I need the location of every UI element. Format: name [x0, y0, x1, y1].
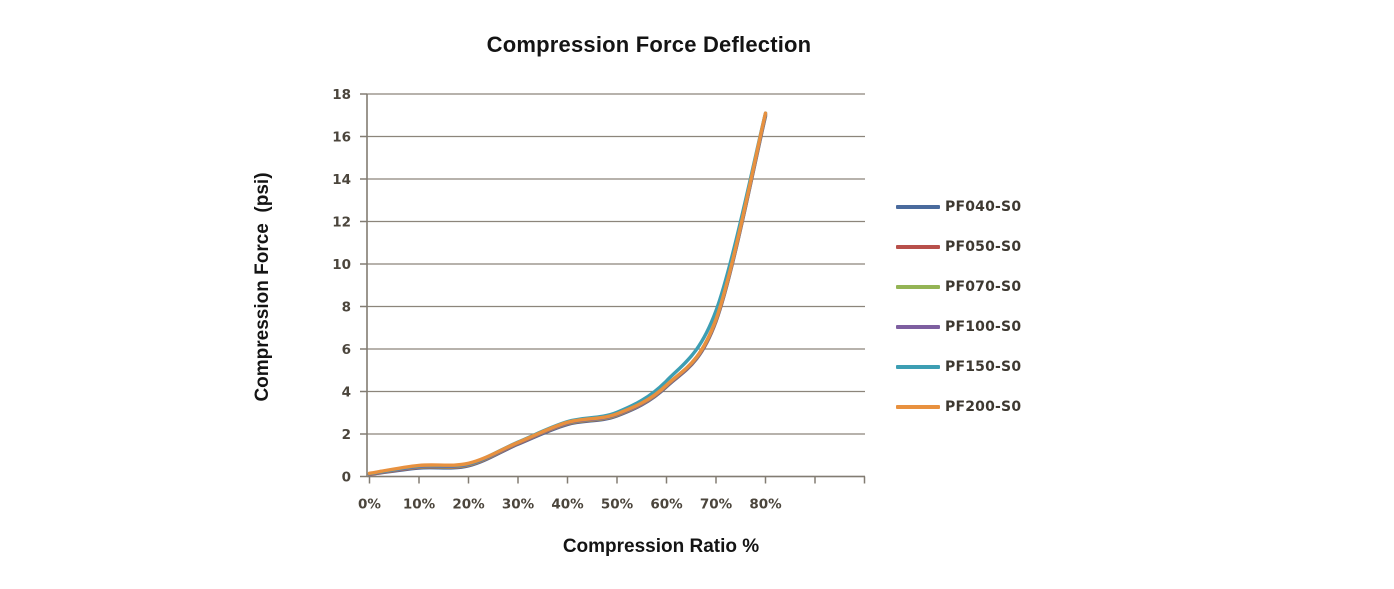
legend-item: PF100-S0 — [896, 307, 1021, 347]
y-tick-label: 14 — [332, 172, 351, 188]
legend-item: PF040-S0 — [896, 187, 1021, 227]
legend-label: PF200-S0 — [945, 399, 1022, 415]
legend-line-swatch — [896, 405, 940, 409]
x-axis-title: Compression Ratio % — [562, 536, 760, 557]
series-line — [367, 111, 768, 476]
legend-line-swatch — [896, 205, 940, 209]
legend-label: PF050-S0 — [945, 239, 1022, 255]
legend-label: PF150-S0 — [945, 359, 1022, 375]
legend: PF040-S0 PF050-S0 PF070-S0 PF100-S0 PF150-S0… — [896, 187, 1021, 427]
y-tick-label: 12 — [332, 215, 351, 231]
y-tick-label: 10 — [332, 257, 351, 273]
legend-label: PF070-S0 — [945, 279, 1022, 295]
legend-item: PF150-S0 — [896, 347, 1021, 387]
x-tick-label: 20% — [452, 497, 485, 513]
x-tick-label: 40% — [551, 497, 584, 513]
y-tick-label: 8 — [342, 300, 351, 316]
legend-item: PF050-S0 — [896, 227, 1021, 267]
x-tick-label: 10% — [403, 497, 436, 513]
x-tick-label: 60% — [650, 497, 683, 513]
y-tick-label: 18 — [332, 87, 351, 103]
y-tick-label: 4 — [342, 385, 351, 401]
chart-title: Compression Force Deflection — [486, 32, 812, 57]
y-tick-label: 2 — [342, 427, 351, 443]
legend-line-swatch — [896, 285, 940, 289]
x-tick-label: 30% — [502, 497, 535, 513]
x-tick-label: 50% — [601, 497, 634, 513]
legend-label: PF100-S0 — [945, 319, 1022, 335]
legend-label: PF040-S0 — [945, 199, 1022, 215]
legend-item: PF070-S0 — [896, 267, 1021, 307]
y-tick-label: 0 — [342, 470, 351, 486]
x-tick-label: 0% — [358, 497, 381, 513]
x-tick-label: 80% — [749, 497, 782, 513]
y-tick-label: 16 — [332, 130, 351, 146]
series-line — [367, 111, 768, 476]
legend-line-swatch — [896, 245, 940, 249]
legend-line-swatch — [896, 325, 940, 329]
x-tick-label: 70% — [700, 497, 733, 513]
y-tick-label: 6 — [342, 342, 351, 358]
legend-item: PF200-S0 — [896, 387, 1021, 427]
legend-line-swatch — [896, 365, 940, 369]
